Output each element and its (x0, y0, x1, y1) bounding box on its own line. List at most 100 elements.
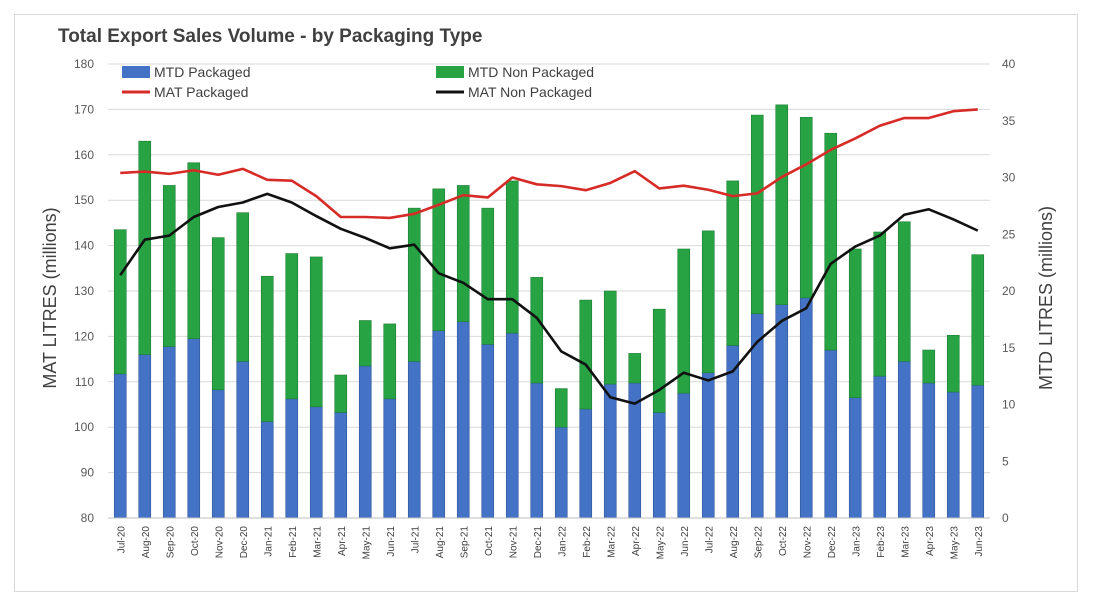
bar-mtd-non-packaged (824, 132, 838, 351)
x-tick-label: Jul-20 (116, 526, 127, 554)
bar-mtd-packaged (897, 361, 911, 519)
bar-mtd-packaged (701, 372, 715, 519)
x-tick-label: Jul-22 (704, 526, 715, 554)
bar-mtd-non-packaged (579, 299, 593, 410)
x-tick-label: Dec-21 (533, 526, 544, 559)
bar-mtd-non-packaged (873, 231, 887, 377)
bar-mtd-non-packaged (260, 275, 274, 422)
y-tick-label-right: 5 (1002, 454, 1009, 468)
bar-mtd-non-packaged (481, 207, 495, 345)
bar-mtd-packaged (824, 349, 838, 519)
x-tick-label: Aug-20 (141, 526, 152, 559)
x-tick-label: Nov-21 (508, 526, 519, 559)
bar-mtd-non-packaged (285, 253, 299, 400)
y-tick-label-right: 20 (1002, 284, 1016, 298)
bar-mtd-non-packaged (750, 114, 764, 314)
bar-mtd-non-packaged (187, 162, 201, 339)
bar-mtd-packaged (162, 346, 176, 519)
bar-mtd-non-packaged (236, 212, 250, 362)
bar-mtd-packaged (187, 338, 201, 519)
x-tick-label: Dec-20 (239, 526, 250, 559)
bar-mtd-non-packaged (799, 117, 813, 299)
x-tick-label: Jan-21 (263, 526, 274, 557)
y-tick-label-right: 40 (1002, 57, 1016, 71)
bar-mtd-non-packaged (456, 185, 470, 322)
bar-mtd-packaged (775, 304, 789, 519)
bar-mtd-non-packaged (652, 308, 666, 413)
bar-mtd-non-packaged (628, 353, 642, 384)
bar-mtd-packaged (799, 297, 813, 519)
x-tick-label: Apr-23 (925, 526, 936, 556)
bar-mtd-non-packaged (922, 349, 936, 384)
bar-series (113, 104, 985, 519)
y-tick-label-left: 130 (74, 284, 94, 298)
y-tick-label-right: 35 (1002, 114, 1016, 128)
bar-mtd-packaged (456, 321, 470, 519)
x-tick-label: Apr-22 (631, 526, 642, 556)
x-tick-label: Sep-22 (753, 526, 764, 559)
bar-mtd-packaged (138, 354, 152, 519)
bar-mtd-non-packaged (383, 323, 397, 400)
bar-mtd-non-packaged (309, 256, 323, 408)
bar-mtd-packaged (946, 391, 960, 519)
y-tick-label-left: 160 (74, 148, 94, 162)
bar-mtd-packaged (530, 382, 544, 519)
bar-mtd-packaged (211, 389, 225, 519)
bar-mtd-packaged (554, 426, 568, 519)
bar-mtd-packaged (652, 412, 666, 519)
y-tick-label-left: 80 (81, 511, 95, 525)
x-tick-label: Jun-21 (386, 526, 397, 557)
x-tick-label: Jun-22 (680, 526, 691, 557)
bar-mtd-packaged (113, 373, 127, 519)
x-tick-label: Mar-21 (312, 526, 323, 558)
x-tick-label: May-23 (949, 526, 960, 560)
x-tick-label: Aug-21 (435, 526, 446, 559)
x-tick-label: Nov-20 (214, 526, 225, 559)
bar-mtd-packaged (309, 406, 323, 519)
bar-mtd-packaged (285, 398, 299, 519)
bar-mtd-non-packaged (603, 290, 617, 385)
bar-mtd-packaged (579, 408, 593, 519)
gridlines (108, 63, 990, 519)
bar-mtd-non-packaged (848, 248, 862, 398)
bar-mtd-packaged (750, 313, 764, 519)
bar-mtd-non-packaged (775, 104, 789, 305)
y-axis-label-right: MTD LITRES (millions) (1036, 206, 1056, 390)
bar-mtd-packaged (407, 361, 421, 519)
y-axis-label-left: MAT LITRES (millions) (40, 207, 60, 388)
x-tick-label: Oct-22 (778, 526, 789, 556)
y-tick-label-right: 0 (1002, 511, 1009, 525)
y-tick-label-left: 140 (74, 239, 94, 253)
y-tick-label-left: 100 (74, 420, 94, 434)
bar-mtd-non-packaged (677, 248, 691, 394)
bar-mtd-non-packaged (971, 254, 985, 386)
y-tick-label-left: 170 (74, 102, 94, 116)
y-tick-label-left: 90 (81, 466, 95, 480)
y-tick-label-right: 30 (1002, 171, 1016, 185)
y-tick-label-right: 15 (1002, 341, 1016, 355)
bar-mtd-packaged (603, 383, 617, 519)
legend-label: MAT Packaged (154, 84, 248, 100)
bar-mtd-non-packaged (162, 185, 176, 347)
x-tick-label: Oct-21 (484, 526, 495, 556)
x-tick-label: Jan-23 (851, 526, 862, 557)
x-tick-label: Dec-22 (827, 526, 838, 559)
bar-mtd-non-packaged (432, 188, 446, 332)
bar-mtd-packaged (505, 332, 519, 519)
legend: MTD Packaged MTD Non Packaged MAT Packaged… (122, 64, 594, 100)
x-tick-label: Jul-21 (410, 526, 421, 554)
legend-swatch (122, 66, 150, 78)
y-tick-label-left: 180 (74, 57, 94, 71)
chart-title: Total Export Sales Volume - by Packaging… (58, 26, 483, 47)
x-tick-label: Feb-23 (876, 526, 887, 558)
bar-mtd-packaged (848, 397, 862, 519)
bar-mtd-packaged (236, 361, 250, 519)
x-tick-label: Apr-21 (337, 526, 348, 556)
bar-mtd-non-packaged (897, 221, 911, 362)
bar-mtd-non-packaged (530, 277, 544, 384)
legend-label: MAT Non Packaged (468, 84, 592, 100)
bar-mtd-non-packaged (334, 374, 348, 413)
bar-mtd-non-packaged (505, 180, 519, 334)
bar-mtd-non-packaged (113, 229, 127, 375)
